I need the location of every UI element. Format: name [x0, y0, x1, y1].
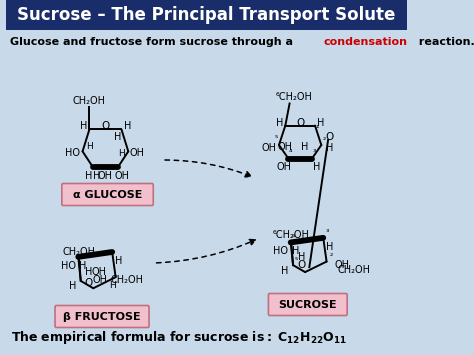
Text: OH: OH [261, 143, 276, 153]
Text: H: H [113, 132, 121, 142]
Text: ³: ³ [313, 148, 316, 157]
Text: OH: OH [334, 260, 349, 269]
FancyBboxPatch shape [268, 294, 347, 316]
Text: H: H [292, 246, 300, 256]
Text: ⁴: ⁴ [289, 148, 292, 157]
Text: H: H [317, 119, 325, 129]
Text: HO: HO [61, 261, 76, 271]
Text: H: H [298, 252, 306, 262]
Text: ⁵: ⁵ [275, 135, 278, 143]
Text: H: H [276, 119, 283, 129]
Text: OH: OH [92, 275, 108, 285]
Text: $\mathbf{The\ empirical\ formula\ for\ sucrose\ is:\ C_{12}H_{22}O_{11}}$: $\mathbf{The\ empirical\ formula\ for\ s… [10, 328, 346, 345]
Text: H: H [312, 163, 320, 173]
Text: H: H [69, 281, 76, 291]
Text: CH₂OH: CH₂OH [73, 96, 106, 106]
Text: ²: ² [329, 252, 332, 261]
Text: OH: OH [98, 171, 113, 181]
Text: ²: ² [322, 136, 326, 144]
Text: CH₂OH: CH₂OH [337, 264, 370, 274]
Text: O: O [101, 121, 109, 131]
Text: O: O [84, 278, 92, 288]
Text: H: H [85, 171, 92, 181]
Text: ⁶CH₂OH: ⁶CH₂OH [273, 230, 310, 240]
Text: ¹: ¹ [315, 124, 319, 133]
Text: H: H [124, 121, 131, 131]
Text: Sucrose – The Principal Transport Solute: Sucrose – The Principal Transport Solute [17, 6, 395, 24]
Text: ⁶CH₂OH: ⁶CH₂OH [275, 93, 312, 103]
Text: OH: OH [276, 163, 292, 173]
Text: SUCROSE: SUCROSE [278, 300, 337, 310]
Text: H: H [118, 149, 125, 158]
Text: H: H [301, 142, 308, 152]
Text: CH₂OH: CH₂OH [110, 275, 143, 285]
FancyBboxPatch shape [62, 184, 153, 206]
Text: OH: OH [92, 267, 107, 277]
Text: H: H [115, 256, 123, 266]
Text: O: O [298, 260, 306, 270]
Text: H: H [80, 121, 87, 131]
Text: H: H [86, 142, 93, 151]
Text: ³: ³ [326, 228, 329, 237]
Text: HO: HO [273, 246, 288, 256]
Text: ⁴: ⁴ [292, 233, 295, 242]
Text: reaction.: reaction. [415, 37, 474, 47]
Text: O: O [296, 118, 304, 127]
Text: HO: HO [65, 148, 80, 158]
Text: condensation: condensation [323, 37, 407, 47]
Text: CH₂OH: CH₂OH [63, 247, 96, 257]
Text: O: O [326, 132, 334, 142]
Text: H: H [85, 267, 92, 277]
Text: H: H [281, 266, 288, 276]
Text: β FRUCTOSE: β FRUCTOSE [63, 311, 141, 322]
Text: H: H [326, 242, 334, 252]
Text: α GLUCOSE: α GLUCOSE [73, 190, 142, 200]
Text: H: H [93, 171, 100, 181]
Text: H: H [79, 261, 86, 271]
Text: H: H [109, 281, 116, 290]
Bar [6, 0, 407, 30]
Text: OH: OH [129, 148, 144, 158]
FancyBboxPatch shape [55, 306, 149, 328]
Text: Glucose and fructose form sucrose through a: Glucose and fructose form sucrose throug… [10, 37, 297, 47]
Text: OH: OH [277, 142, 292, 152]
Text: OH: OH [115, 171, 130, 181]
Text: H: H [326, 143, 334, 153]
Text: ⁵: ⁵ [295, 256, 298, 264]
